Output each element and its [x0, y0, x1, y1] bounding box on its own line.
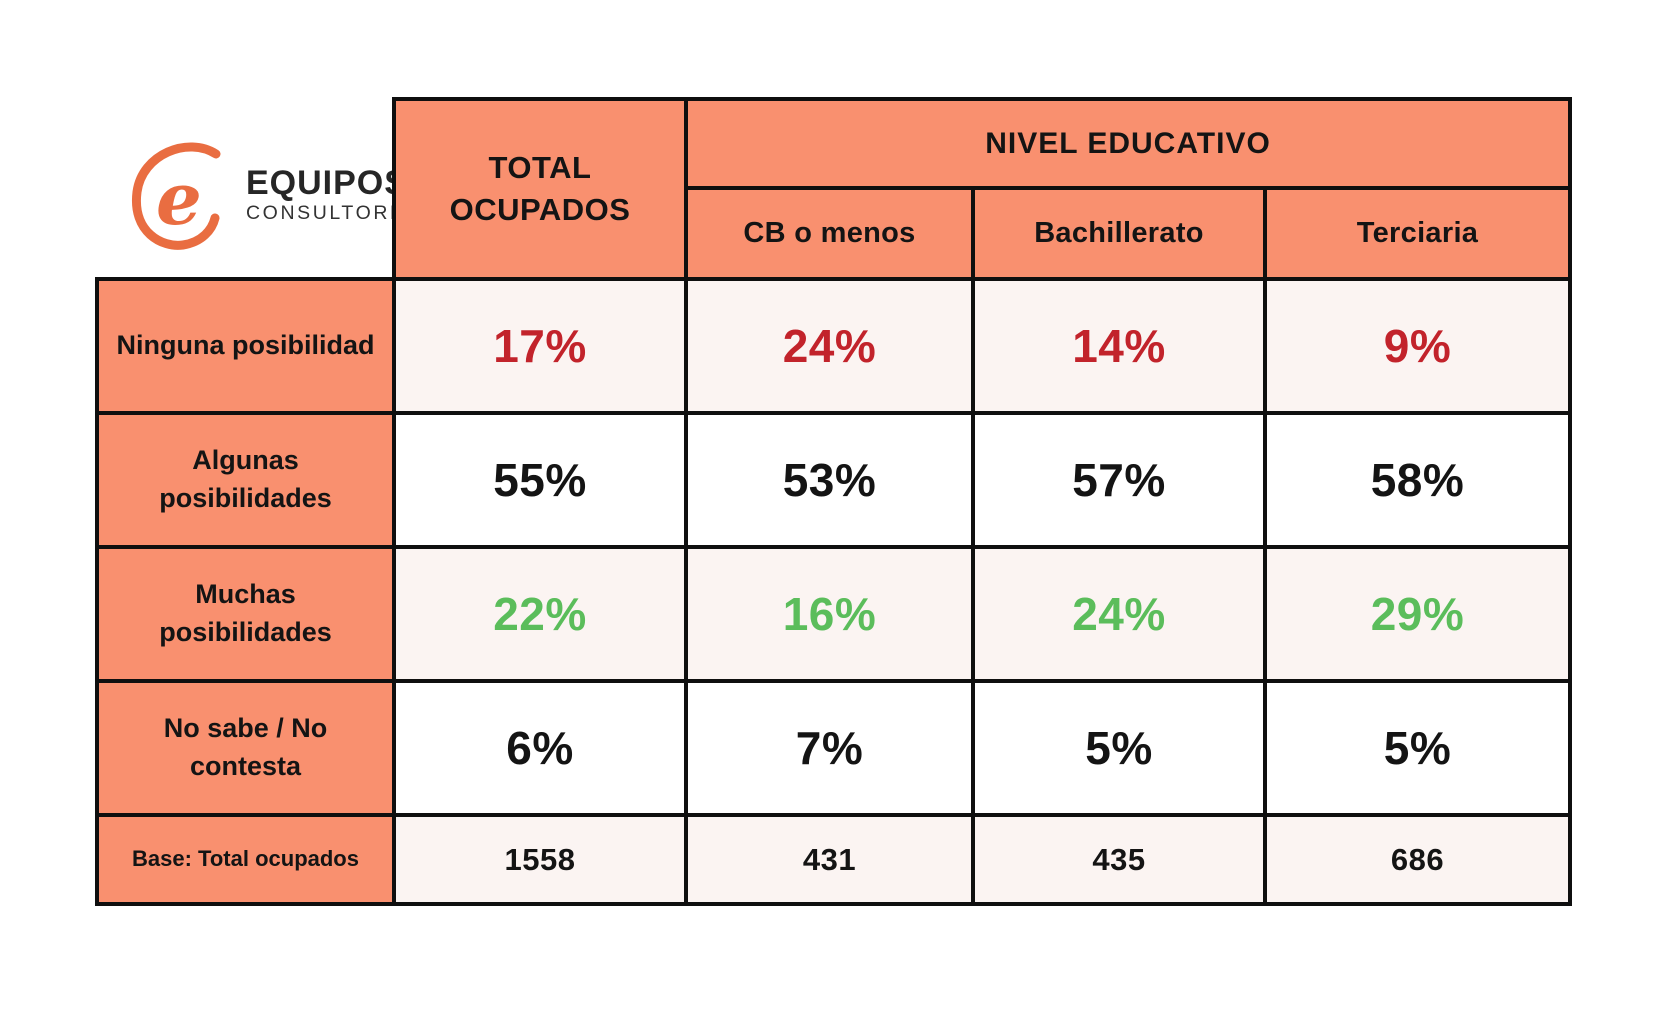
svg-text:e: e	[156, 156, 202, 241]
cell-terciaria: 686	[1263, 813, 1572, 906]
cell-bachillerato: 5%	[971, 679, 1267, 817]
cell-total: 1558	[392, 813, 688, 906]
cell-bachillerato: 24%	[971, 545, 1267, 683]
equipos-consultores-logo: e EQUIPOS CONSULTORES	[128, 140, 419, 250]
column-header-bachillerato: Bachillerato	[971, 186, 1267, 281]
survey-results-table: TOTAL OCUPADOS NIVEL EDUCATIVO CB o meno…	[95, 97, 1572, 906]
column-group-header-nivel-educativo: NIVEL EDUCATIVO	[684, 97, 1572, 190]
table-row-ninguna-posibilidad: Ninguna posibilidad 17% 24% 14% 9%	[95, 277, 1572, 415]
column-header-terciaria: Terciaria	[1263, 186, 1572, 281]
row-label: Muchas posibilidades	[95, 545, 396, 683]
table-row-muchas-posibilidades: Muchas posibilidades 22% 16% 24% 29%	[95, 545, 1572, 683]
cell-cb-o-menos: 431	[684, 813, 975, 906]
cell-terciaria: 29%	[1263, 545, 1572, 683]
table-row-base-total-ocupados: Base: Total ocupados 1558 431 435 686	[95, 813, 1572, 906]
row-label: No sabe / No contesta	[95, 679, 396, 817]
row-label: Algunas posibilidades	[95, 411, 396, 549]
logo-name: EQUIPOS	[246, 164, 408, 203]
row-label: Base: Total ocupados	[95, 813, 396, 906]
empty-corner-cell	[97, 188, 394, 279]
cell-cb-o-menos: 7%	[684, 679, 975, 817]
cell-terciaria: 9%	[1263, 277, 1572, 415]
column-header-total-ocupados: TOTAL OCUPADOS	[392, 97, 688, 281]
cell-bachillerato: 14%	[971, 277, 1267, 415]
cell-cb-o-menos: 16%	[684, 545, 975, 683]
table-row-no-sabe-no-contesta: No sabe / No contesta 6% 7% 5% 5%	[95, 679, 1572, 817]
cell-cb-o-menos: 24%	[684, 277, 975, 415]
cell-total: 22%	[392, 545, 688, 683]
empty-corner-cell	[97, 99, 394, 188]
logo-subtitle: CONSULTORES	[246, 202, 422, 225]
cell-terciaria: 5%	[1263, 679, 1572, 817]
logo-e-swash-icon: e	[128, 140, 232, 250]
cell-bachillerato: 57%	[971, 411, 1267, 549]
cell-cb-o-menos: 53%	[684, 411, 975, 549]
column-header-cb-o-menos: CB o menos	[684, 186, 975, 281]
cell-total: 17%	[392, 277, 688, 415]
table-row-algunas-posibilidades: Algunas posibilidades 55% 53% 57% 58%	[95, 411, 1572, 549]
row-label: Ninguna posibilidad	[95, 277, 396, 415]
cell-terciaria: 58%	[1263, 411, 1572, 549]
cell-total: 6%	[392, 679, 688, 817]
cell-total: 55%	[392, 411, 688, 549]
cell-bachillerato: 435	[971, 813, 1267, 906]
